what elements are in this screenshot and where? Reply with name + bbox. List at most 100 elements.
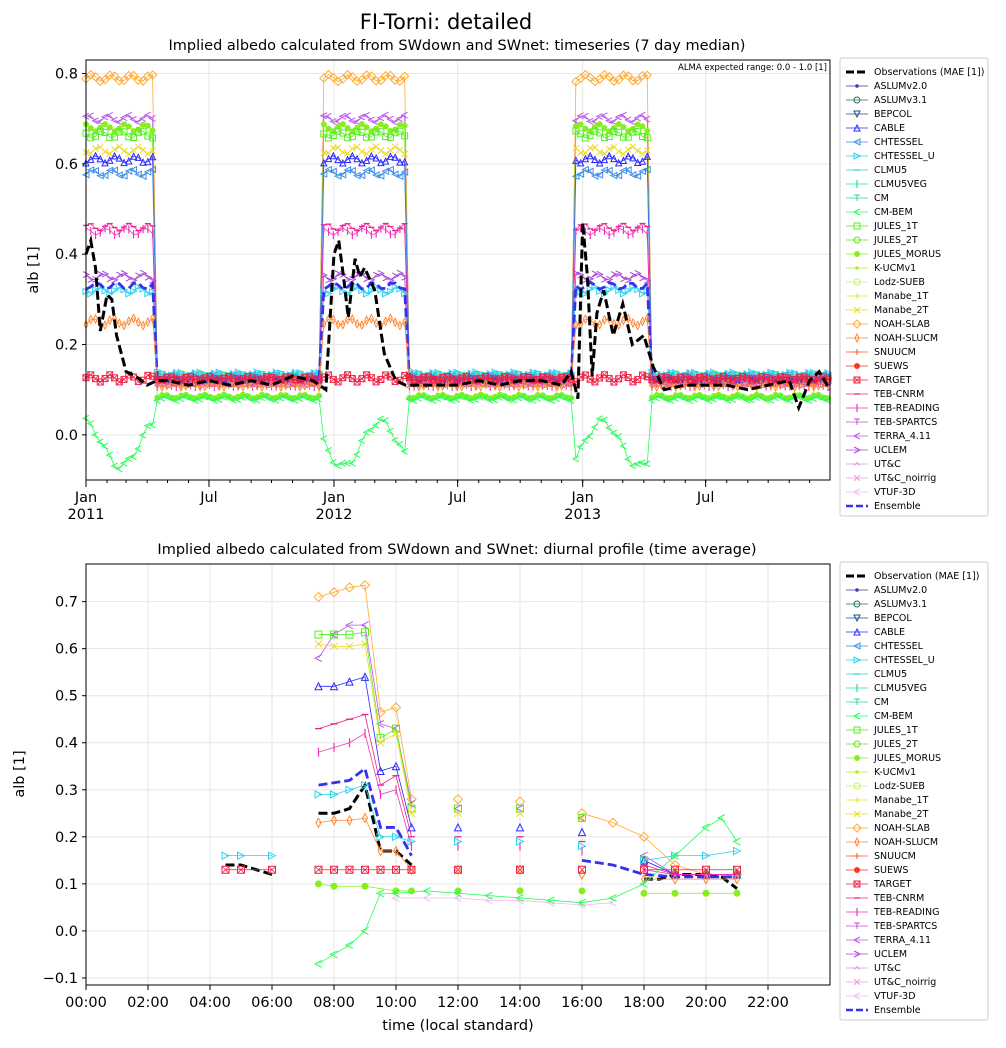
series-point <box>88 314 94 325</box>
series-point <box>302 380 308 391</box>
series-point <box>657 393 665 401</box>
series-point-cross <box>454 865 462 874</box>
series-point <box>406 799 416 808</box>
series-chtessel-u <box>82 282 833 380</box>
series-point <box>605 145 613 153</box>
series-point <box>134 118 142 126</box>
series-point <box>720 378 726 390</box>
series-point <box>686 375 694 383</box>
series-point <box>733 873 741 885</box>
series-point <box>148 421 156 429</box>
x-tick-label: 04:00 <box>189 995 231 1011</box>
series-point <box>167 395 175 403</box>
series-point <box>752 394 760 401</box>
series-point <box>800 373 808 381</box>
diurnal-series <box>221 579 743 968</box>
series-point <box>742 396 751 404</box>
series-point <box>654 381 660 393</box>
series-point <box>91 151 100 160</box>
series-point <box>391 170 399 179</box>
series-point <box>609 429 618 437</box>
series-point <box>667 368 676 377</box>
series-point <box>619 156 628 164</box>
series-point <box>396 146 404 154</box>
series-line <box>318 643 737 875</box>
series-point <box>361 812 369 824</box>
legend-label: UT&C <box>874 963 901 974</box>
series-point <box>424 373 432 381</box>
legend-item-noah-slab: NOAH-SLAB <box>846 319 930 330</box>
series-point <box>258 369 267 378</box>
series-point <box>111 133 119 141</box>
legend-marker-cross <box>853 880 861 888</box>
legend-marker <box>854 349 860 355</box>
series-point <box>605 285 614 294</box>
series-point <box>119 172 128 180</box>
series-point <box>772 375 780 383</box>
series-point <box>614 433 622 440</box>
legend-item-clmu5: CLMU5 <box>846 669 907 680</box>
series-point <box>591 155 599 163</box>
series-point <box>101 270 110 278</box>
series-point <box>125 290 133 298</box>
y-tick-label: −0.1 <box>43 971 78 987</box>
series-point <box>735 381 741 392</box>
series-point <box>395 441 404 448</box>
series-point <box>733 889 741 897</box>
series-point <box>92 275 100 283</box>
series-point <box>557 393 565 401</box>
series-point <box>705 369 714 377</box>
series-point <box>391 129 399 137</box>
series-point-cross <box>407 865 416 874</box>
series-point <box>234 396 242 404</box>
legend-marker <box>853 446 862 454</box>
series-point <box>343 112 351 120</box>
series-point <box>624 133 632 141</box>
series-point <box>391 143 399 151</box>
legend-marker <box>853 950 862 958</box>
series-point <box>391 118 399 126</box>
legend-marker <box>853 306 861 314</box>
series-point <box>795 373 803 381</box>
series-point <box>581 134 589 142</box>
series-point <box>361 780 370 790</box>
series-line <box>85 222 829 383</box>
x-tick-sublabel: 2013 <box>564 507 601 523</box>
legend-label: JULES_1T <box>873 221 918 232</box>
series-point <box>125 150 133 158</box>
series-point <box>333 462 342 470</box>
y-tick-label: 0.6 <box>55 642 78 658</box>
series-point <box>381 111 389 119</box>
legend-label: UT&C_noirrig <box>874 473 936 484</box>
series-point <box>639 851 648 860</box>
series-point <box>814 393 822 401</box>
series-point <box>245 379 251 390</box>
legend-label: SNUUCM <box>874 851 916 862</box>
series-point <box>509 396 518 404</box>
series-point <box>144 157 152 166</box>
series-noah-slab <box>81 69 833 385</box>
series-point <box>605 374 613 382</box>
series-point <box>130 287 138 296</box>
series-point <box>628 462 637 470</box>
series-point <box>172 368 181 377</box>
series-point <box>530 379 536 391</box>
series-point <box>111 146 118 153</box>
legend-marker <box>852 208 861 216</box>
series-point <box>91 166 100 175</box>
series-point <box>671 394 679 402</box>
series-point <box>313 591 324 603</box>
series-point <box>571 117 580 125</box>
series-point <box>216 381 222 392</box>
series-point <box>259 381 265 393</box>
series-line <box>318 676 737 875</box>
legend-marker <box>853 474 861 482</box>
series-point <box>291 368 300 377</box>
series-point <box>591 283 600 291</box>
legend-item-chtessel: CHTESSEL <box>846 641 924 652</box>
series-point <box>319 170 328 178</box>
series-point <box>315 880 322 888</box>
series-point <box>576 158 585 167</box>
series-point <box>229 396 237 404</box>
series-point <box>340 319 346 330</box>
